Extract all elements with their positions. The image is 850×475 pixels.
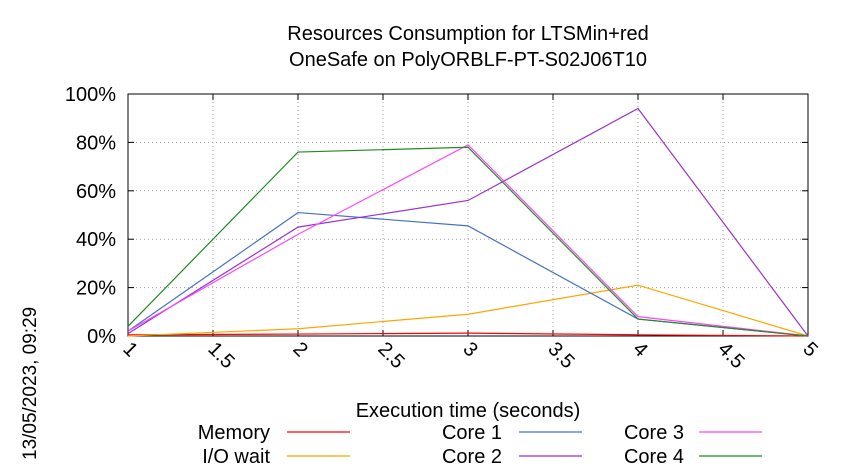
legend-label-core-1: Core 1 — [442, 422, 502, 444]
x-tick-label: 2.5 — [373, 338, 408, 373]
y-tick-label: 0% — [87, 326, 116, 348]
x-tick-label: 3 — [458, 338, 481, 361]
chart-title-line-1: Resources Consumption for LTSMin+red — [287, 23, 648, 45]
legend-label-core-2: Core 2 — [442, 446, 502, 468]
y-tick-label: 20% — [76, 278, 116, 300]
series-line-i-o-wait — [127, 284, 809, 337]
y-tick-label: 100% — [65, 84, 116, 106]
legend-label-i-o-wait: I/O wait — [202, 446, 270, 468]
series-line-memory — [127, 332, 809, 337]
x-tick-label: 1.5 — [203, 338, 238, 373]
y-axis-ticks: 0% 20% 40% 60% 80% 100% — [65, 84, 808, 348]
x-tick-label: 4.5 — [713, 338, 748, 373]
x-tick-label: 4 — [628, 338, 651, 361]
grid-layer — [128, 94, 808, 336]
legend-label-core-3: Core 3 — [624, 422, 684, 444]
x-tick-label: 3.5 — [543, 338, 578, 373]
series-layer — [127, 107, 809, 337]
x-tick-label: 5 — [798, 338, 821, 361]
series-line-core-2 — [127, 107, 809, 337]
timestamp-label: 13/05/2023, 09:29 — [20, 307, 41, 460]
x-tick-label: 1 — [118, 338, 141, 361]
legend-label-memory: Memory — [198, 422, 270, 444]
series-line-core-4 — [127, 146, 809, 337]
x-tick-label: 2 — [288, 338, 311, 361]
chart-title-line-2: OneSafe on PolyORBLF-PT-S02J06T10 — [289, 49, 647, 71]
x-axis-label: Execution time (seconds) — [356, 400, 581, 422]
y-tick-label: 80% — [76, 132, 116, 154]
series-line-core-3 — [127, 144, 809, 337]
y-tick-label: 40% — [76, 229, 116, 251]
y-tick-label: 60% — [76, 181, 116, 203]
legend-label-core-4: Core 4 — [624, 446, 684, 468]
